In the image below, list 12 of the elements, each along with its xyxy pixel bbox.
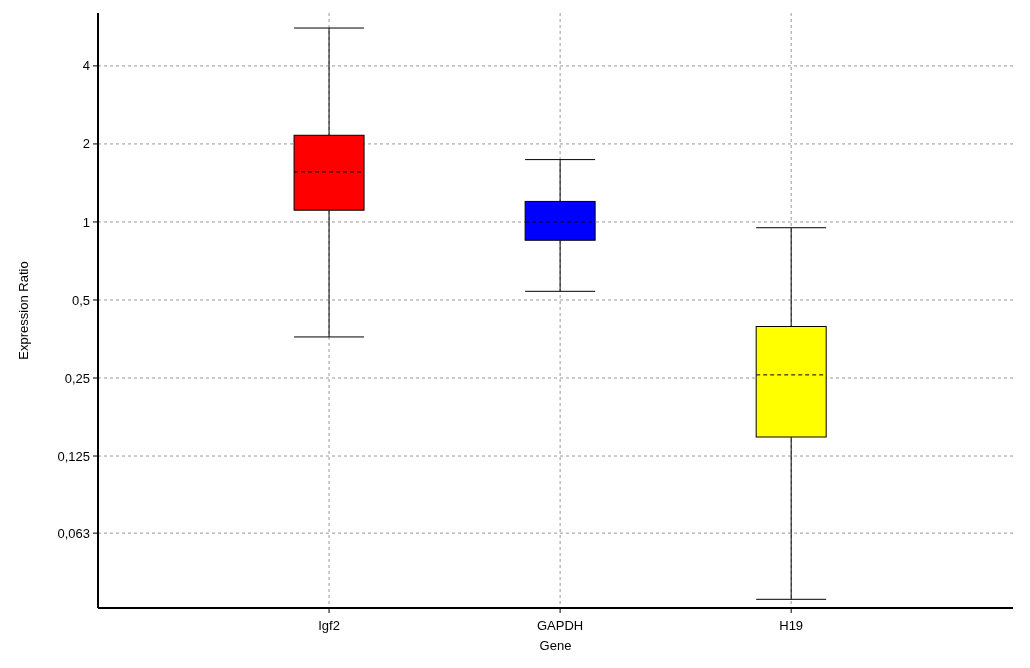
x-tick-label: GAPDH — [537, 618, 584, 633]
y-axis-title: Expression Ratio — [16, 261, 31, 360]
y-tick-label: 0,5 — [71, 292, 90, 308]
y-tick-label: 0,063 — [57, 525, 90, 541]
x-tick-label: H19 — [779, 618, 804, 633]
x-axis-title: Gene — [539, 638, 572, 653]
y-tick-label: 1 — [82, 214, 90, 230]
y-tick-label: 4 — [82, 58, 90, 74]
y-tick-label: 0,125 — [57, 448, 90, 464]
y-tick-label: 0,25 — [64, 370, 90, 386]
y-tick-label: 2 — [82, 136, 90, 152]
x-tick-label: Igf2 — [318, 618, 340, 633]
